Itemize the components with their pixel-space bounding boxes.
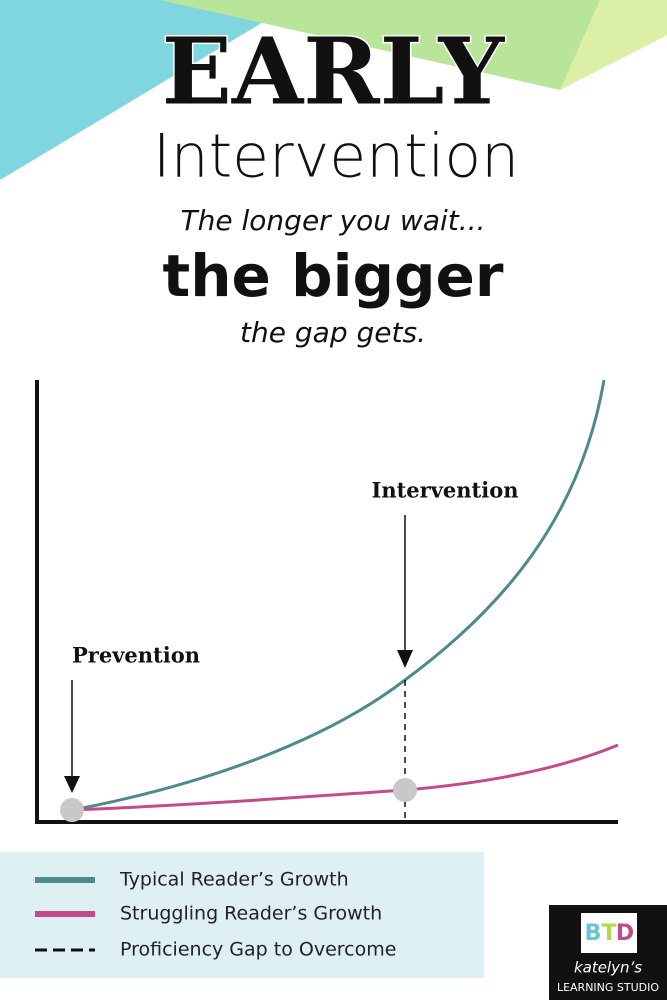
legend-label: Proficiency Gap to Overcome: [120, 939, 396, 961]
logo-studio: LEARNING STUDIO: [557, 981, 659, 994]
tagline-3: the gap gets.: [240, 316, 426, 349]
legend-label: Typical Reader’s Growth: [119, 869, 349, 891]
logo-letter: T: [601, 921, 616, 946]
intervention-arrowhead: [397, 650, 413, 668]
tagline-1: The longer you wait...: [181, 204, 486, 237]
title: EARLY: [162, 18, 506, 126]
logo-letter: D: [616, 921, 634, 946]
prevention-arrowhead: [64, 776, 80, 793]
struggling-growth-curve: [71, 743, 619, 812]
logo-letter: B: [585, 921, 602, 946]
intervention-point: [393, 778, 417, 802]
legend-label: Struggling Reader’s Growth: [120, 903, 382, 925]
corner-shape-lime: [560, 0, 667, 90]
subtitle: Intervention: [153, 122, 519, 192]
intervention-label: Intervention: [372, 478, 519, 503]
logo-book: [579, 911, 639, 955]
corner-shape-cyan: [0, 0, 300, 180]
start-point: [60, 798, 84, 822]
corner-shape-green: [160, 0, 667, 90]
logo-name: katelyn’s: [574, 959, 642, 977]
prevention-label: Prevention: [72, 643, 200, 668]
tagline-2: the bigger: [163, 242, 504, 310]
